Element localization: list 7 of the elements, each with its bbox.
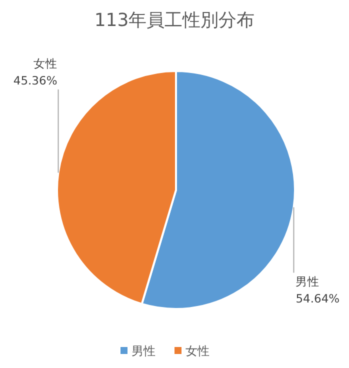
- legend-label: 男性: [132, 344, 156, 358]
- slice-label: 女性: [33, 56, 58, 70]
- data-label: 54.64%: [296, 292, 340, 306]
- slice-label: 男性: [296, 274, 320, 289]
- legend-label: 女性: [186, 344, 210, 358]
- data-label: 45.36%: [13, 73, 58, 88]
- chart-title: 113年員工性別分布: [94, 10, 255, 31]
